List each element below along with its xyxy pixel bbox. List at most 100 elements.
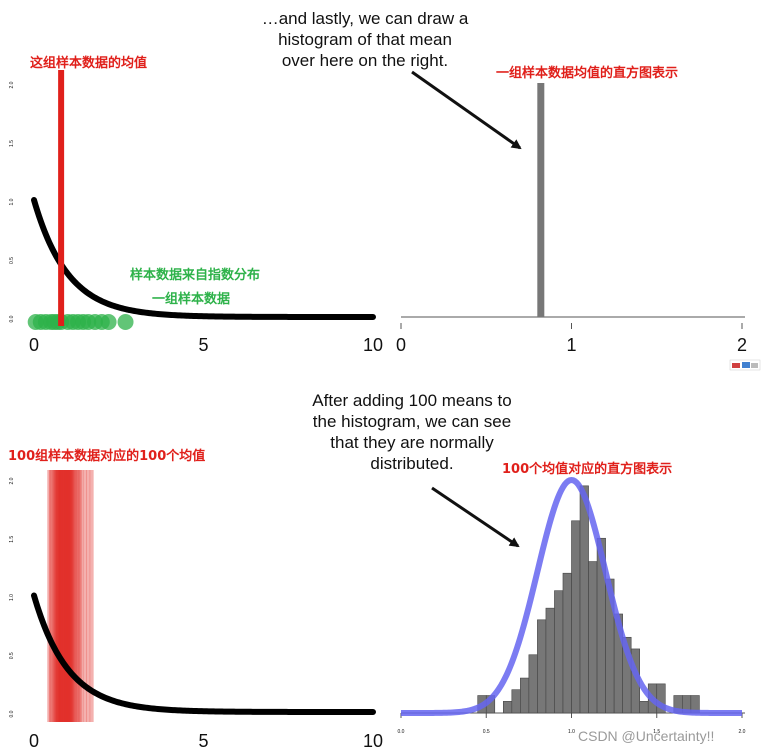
bottom-left-mean-line	[79, 470, 84, 722]
bottom-left-mean-line	[86, 470, 91, 722]
exponential-source-label: 样本数据来自指数分布	[130, 268, 261, 283]
bottom-left-mean-line	[65, 470, 70, 722]
sample-point	[100, 314, 117, 330]
top-left-y-ticks: 0.0 0.5 1.0 1.5 2.0	[9, 81, 15, 322]
top-right-x-tick-label: 0	[396, 335, 406, 355]
bottom-left-mean-line	[53, 470, 58, 722]
bottom-right-bar	[511, 689, 521, 714]
bottom-left-mean-line	[69, 470, 74, 722]
bottom-left-mean-line	[57, 470, 62, 722]
bottom-left-mean-line	[66, 470, 71, 722]
bottom-arrow	[431, 486, 520, 548]
bottom-left-mean-line	[48, 470, 53, 722]
bottom-left-mean-line	[63, 470, 68, 722]
top-left-y-tick-label: 0.0	[9, 315, 15, 322]
bottom-right-bar	[571, 520, 581, 714]
bottom-right-bar	[537, 619, 547, 714]
bottom-right-x-tick-label: 2.0	[739, 729, 746, 735]
bottom-left-y-tick-label: 0.0	[9, 710, 15, 717]
top-left-x-tick-label: 0	[29, 335, 39, 355]
hundred-means-label: 100组样本数据对应的100个均值	[8, 449, 206, 464]
bottom-right-bar	[639, 701, 649, 714]
bottom-annotation-text: After adding 100 means to the histogram,…	[312, 391, 512, 473]
top-right-mean-histogram: 0 1 2	[396, 83, 747, 355]
bottom-left-mean-line	[67, 470, 72, 722]
bottom-right-normal-fit-curve	[401, 476, 742, 716]
bottom-left-mean-line	[68, 470, 73, 722]
bottom-left-exponential-curve	[31, 592, 376, 715]
sample-mean-label: 这组样本数据的均值	[30, 56, 148, 71]
top-left-exponential-plot: 0.0 0.5 1.0 1.5 2.0 0 5 10	[9, 70, 383, 355]
bottom-left-mean-line	[76, 470, 81, 722]
bottom-left-mean-line	[60, 470, 65, 722]
bottom-left-mean-line	[67, 470, 72, 722]
bottom-right-bar	[554, 590, 564, 714]
bottom-right-bar	[528, 654, 538, 714]
bottom-left-mean-line	[69, 470, 74, 722]
bottom-left-mean-line	[65, 470, 70, 722]
bottom-histogram-label: 100个均值对应的直方图表示	[502, 462, 673, 477]
top-right-bar	[537, 83, 545, 317]
top-right-x-ticks: 0 1 2	[396, 323, 747, 355]
bottom-left-mean-line	[70, 470, 75, 722]
bottom-left-x-tick-label: 5	[198, 731, 208, 751]
bottom-right-bar	[502, 701, 513, 714]
bottom-left-mean-line	[57, 470, 62, 722]
bottom-left-mean-line	[61, 470, 66, 722]
top-left-sample-mean-line	[58, 70, 65, 326]
bottom-right-bar	[656, 683, 666, 714]
bottom-right-bar	[520, 677, 530, 714]
top-left-y-tick-label: 2.0	[9, 81, 15, 88]
bottom-left-mean-line	[59, 470, 64, 722]
top-right-bars	[537, 83, 545, 317]
bottom-left-mean-line	[62, 470, 67, 722]
top-arrow	[411, 70, 522, 150]
bottom-left-mean-line	[55, 470, 60, 722]
bottom-left-mean-line	[64, 470, 69, 722]
bottom-left-mean-line	[63, 470, 68, 722]
bottom-left-mean-line	[59, 470, 64, 722]
bottom-left-mean-line	[82, 470, 87, 722]
top-left-y-tick-label: 0.5	[9, 257, 15, 264]
bottom-left-mean-line	[55, 470, 60, 722]
top-right-x-tick-label: 1	[566, 335, 576, 355]
bottom-left-mean-line	[74, 470, 79, 722]
top-left-x-tick-label: 5	[198, 335, 208, 355]
top-left-y-tick-label: 1.5	[9, 140, 15, 147]
bottom-right-means-histogram: 0.0 0.5 1.0 1.5 2.0	[398, 476, 746, 735]
bottom-left-mean-line	[47, 470, 52, 722]
bottom-left-mean-line	[73, 470, 78, 722]
bottom-left-mean-line	[54, 470, 59, 722]
top-right-x-tick-label: 2	[737, 335, 747, 355]
top-left-x-tick-label: 10	[363, 335, 383, 355]
bottom-right-x-tick-label: 0.0	[398, 729, 405, 735]
bottom-left-y-tick-label: 0.5	[9, 652, 15, 659]
bottom-right-x-ticks: 0.0 0.5 1.0 1.5 2.0	[398, 713, 746, 735]
bottom-left-exponential-plot: 0.0 0.5 1.0 1.5 2.0 0 5 10	[9, 470, 383, 751]
top-left-y-tick-label: 1.0	[9, 198, 15, 205]
csdn-watermark: CSDN @Uncertainty!!	[578, 728, 715, 744]
bottom-left-y-tick-label: 1.5	[9, 536, 15, 543]
bottom-right-bar	[545, 607, 555, 714]
bottom-left-mean-line	[56, 470, 61, 722]
bottom-right-bar	[579, 485, 589, 714]
bottom-right-x-tick-label: 0.5	[483, 729, 490, 735]
bottom-left-mean-line	[89, 470, 94, 722]
one-sample-label: 一组样本数据	[152, 292, 231, 307]
bottom-left-mean-lines	[47, 470, 94, 722]
top-left-exponential-curve	[31, 197, 376, 320]
sample-point	[117, 314, 134, 330]
bottom-left-y-tick-label: 2.0	[9, 477, 15, 484]
bottom-right-x-tick-label: 1.0	[568, 729, 575, 735]
bottom-left-x-ticks: 0 5 10	[29, 731, 383, 751]
bottom-left-mean-line	[72, 470, 77, 722]
bottom-right-bar	[562, 572, 572, 714]
bottom-left-x-tick-label: 0	[29, 731, 39, 751]
top-left-sample-points	[27, 314, 134, 330]
bottom-left-y-ticks: 0.0 0.5 1.0 1.5 2.0	[9, 477, 15, 717]
top-left-x-ticks: 0 5 10	[29, 335, 383, 355]
top-annotation-text: …and lastly, we can draw a histogram of …	[261, 9, 469, 70]
bottom-left-mean-line	[61, 470, 66, 722]
bottom-left-mean-line	[52, 470, 57, 722]
